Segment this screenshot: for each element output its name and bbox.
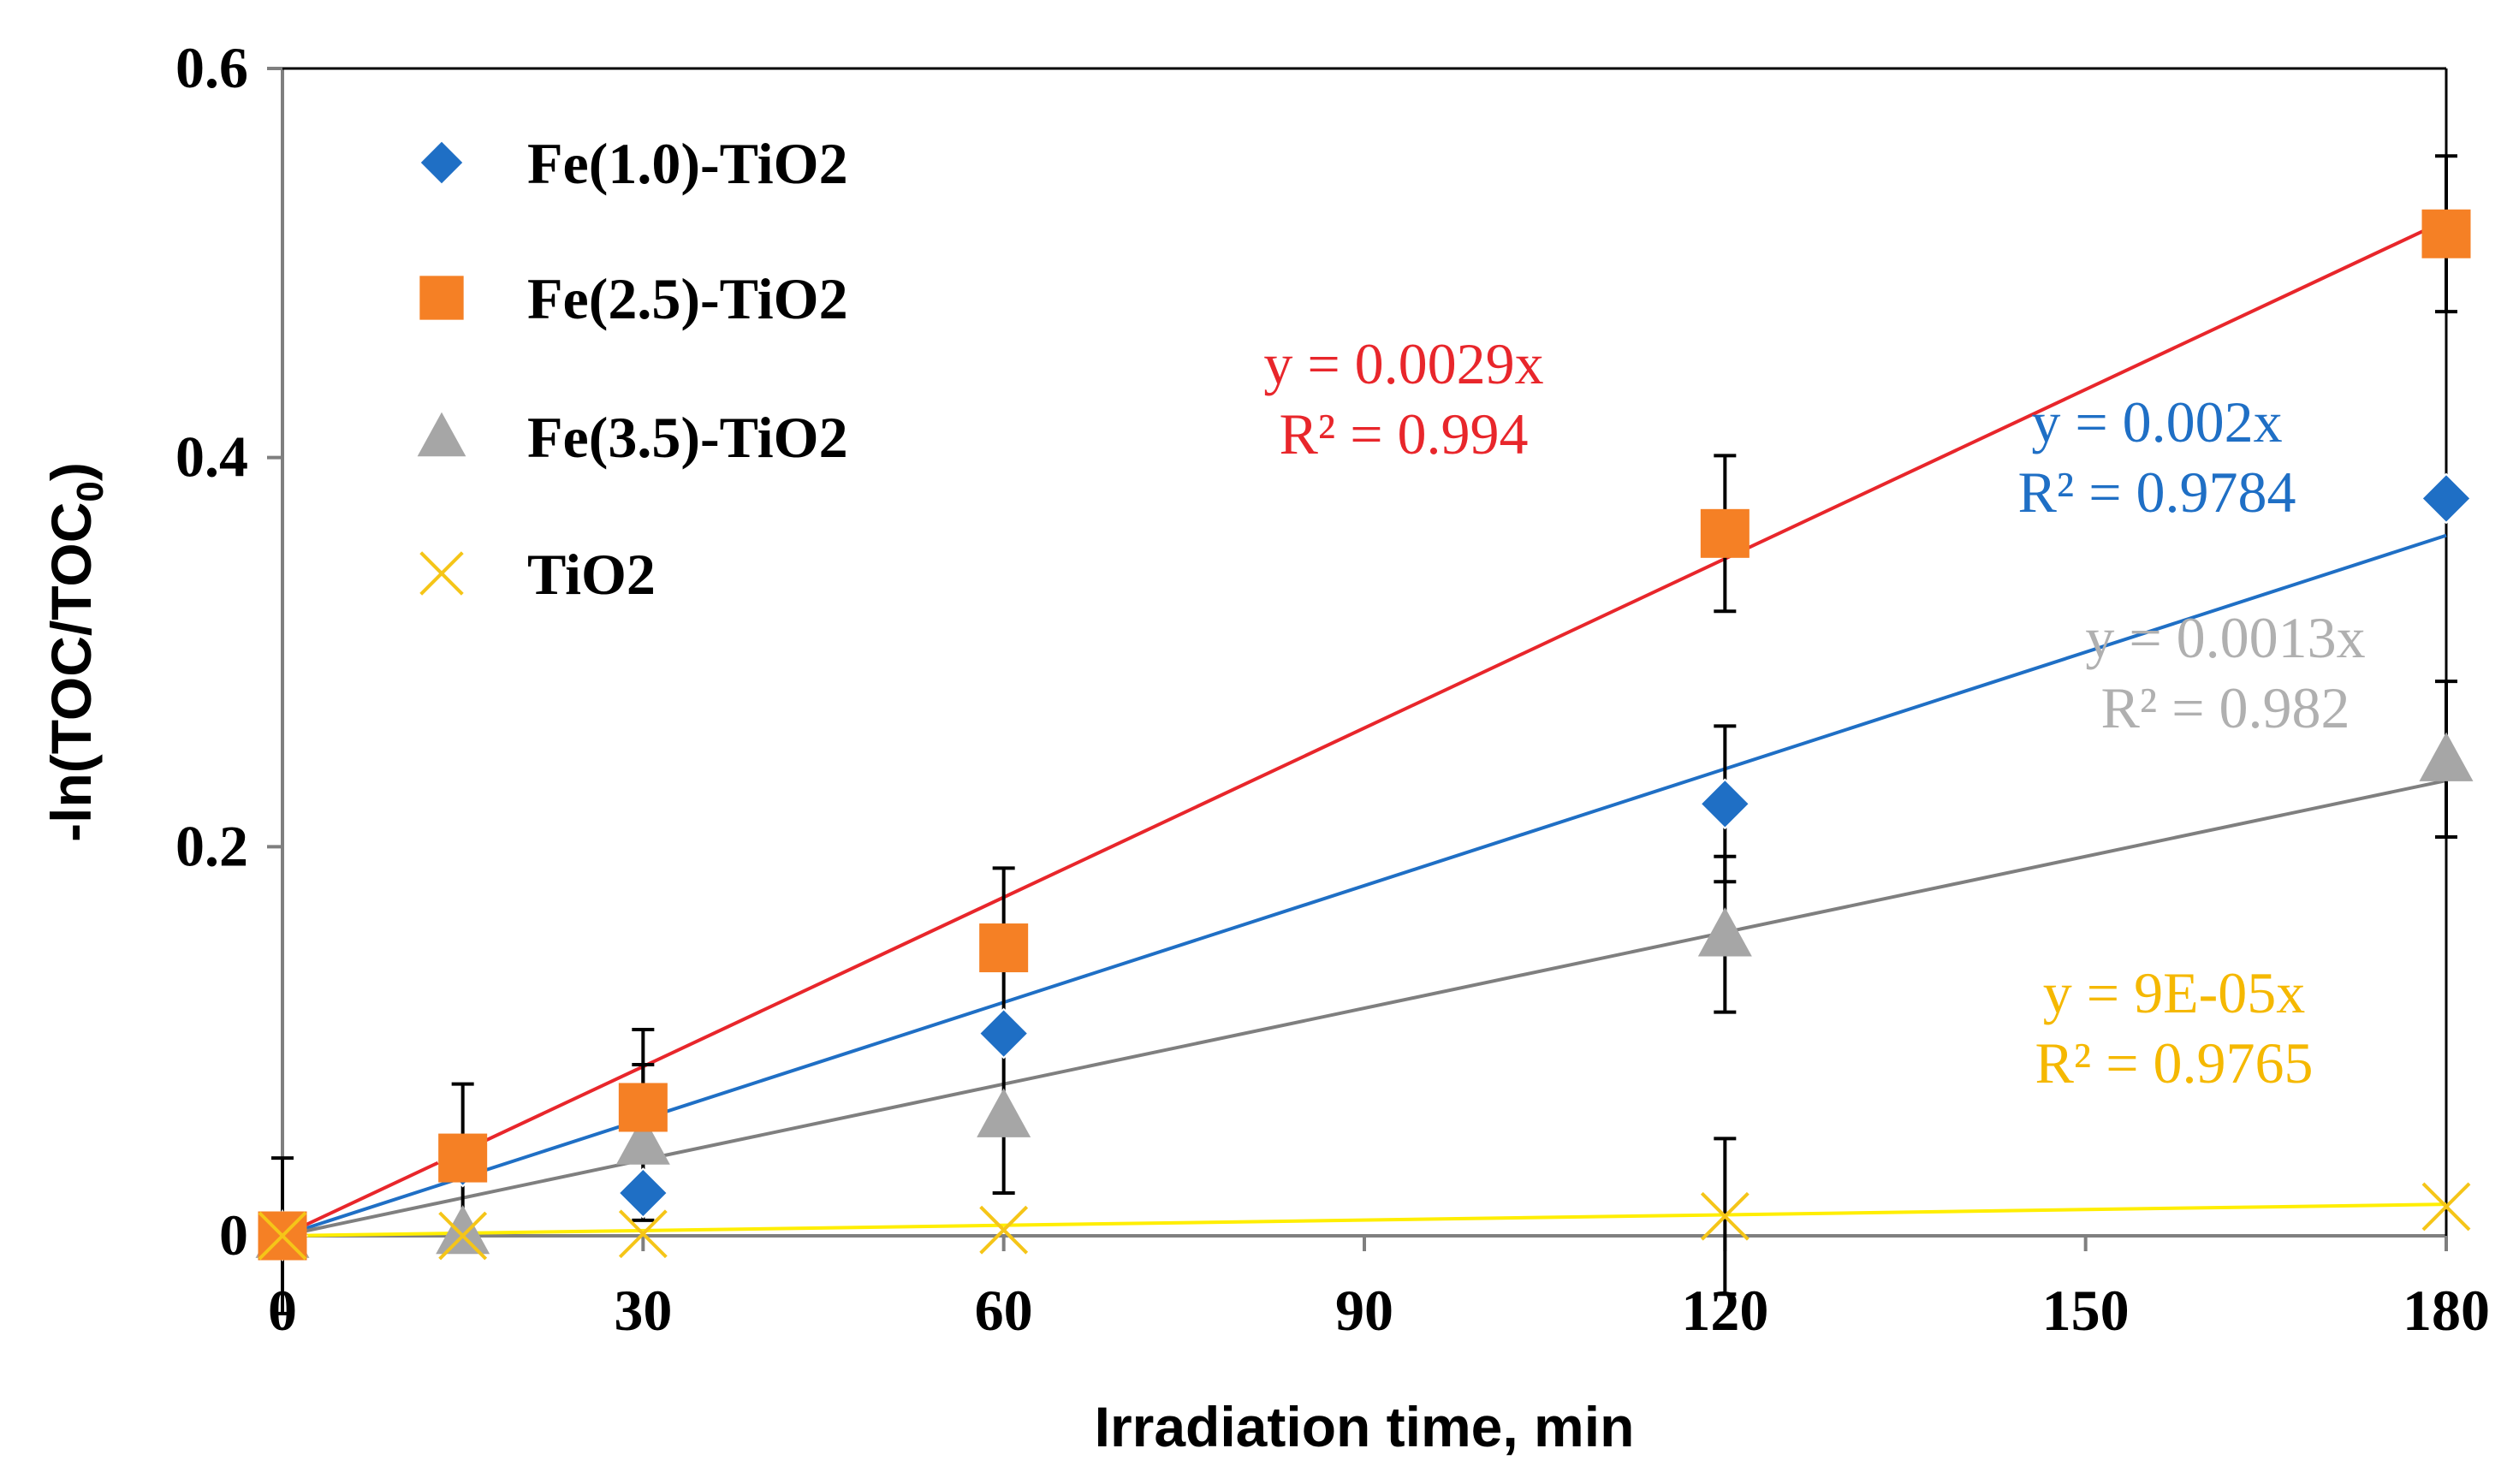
data-point-triangle: [977, 1088, 1031, 1137]
trend-equation: y = 0.0029x: [1263, 331, 1543, 396]
legend-item: Fe(1.0)-TiO2: [418, 131, 848, 196]
data-point-x: [979, 1205, 1029, 1255]
data-point-diamond: [977, 1007, 1030, 1060]
legend-label: Fe(2.5)-TiO2: [527, 266, 848, 331]
x-tick-label: 60: [975, 1278, 1033, 1343]
legend-label: Fe(1.0)-TiO2: [527, 131, 848, 196]
x-marker-stroke: [1700, 1191, 1750, 1241]
data-point-triangle: [615, 1115, 670, 1165]
data-point-triangle: [436, 1204, 490, 1255]
legend-item: TiO2: [419, 542, 656, 607]
data-point-triangle: [1697, 907, 1752, 957]
y-axis-title: -ln(TOC/TOC0): [39, 462, 111, 842]
x-tick-label: 30: [614, 1278, 672, 1343]
data-point-diamond: [617, 1167, 669, 1219]
legend-label: Fe(3.5)-TiO2: [527, 405, 848, 470]
axis-labels: Irradiation time, min-ln(TOC/TOC0): [39, 462, 1634, 1458]
legend-label: TiO2: [527, 542, 656, 607]
y-tick-label: 0.4: [175, 424, 248, 490]
legend-marker-triangle: [417, 412, 466, 457]
trend-equation: y = 0.0013x: [2085, 605, 2365, 670]
legend: Fe(1.0)-TiO2 Fe(2.5)-TiO2 Fe(3.5)-TiO2 TiO2: [417, 131, 848, 607]
legend-marker-x: [419, 551, 464, 596]
data-point-diamond: [2421, 472, 2472, 525]
legend-marker-diamond: [418, 139, 466, 187]
legend-marker-square: [419, 276, 464, 320]
x-tick-label: 180: [2403, 1278, 2490, 1343]
data-point-x: [1700, 1191, 1750, 1241]
y-axis-title-main: -ln(TOC/TOC: [39, 502, 103, 842]
data-point-x: [438, 1211, 488, 1261]
x-marker-stroke: [419, 551, 464, 596]
x-axis-title: Irradiation time, min: [1095, 1395, 1635, 1458]
legend-item: Fe(3.5)-TiO2: [417, 405, 848, 470]
y-tick-label: 0.6: [175, 35, 248, 100]
y-tick-label: 0: [219, 1202, 248, 1267]
trend-equation: y = 0.002x: [2031, 389, 2282, 454]
legend-item: Fe(2.5)-TiO2: [419, 266, 848, 331]
data-point-square: [979, 923, 1029, 973]
data-point-diamond: [1699, 778, 1751, 830]
axes: 00.20.40.60 30 60 90 120 150 180: [175, 35, 2490, 1343]
trend-r-squared: R² = 0.982: [2100, 675, 2350, 740]
data-point-square: [1700, 508, 1750, 558]
trend-r-squared: R² = 0.994: [1279, 401, 1528, 466]
x-marker-stroke: [438, 1211, 488, 1261]
y-axis-title-end: ): [39, 462, 103, 481]
data-point-triangle: [2419, 732, 2474, 781]
trend-equation: y = 9E-05x: [2043, 960, 2306, 1025]
y-axis-title-subscript: 0: [69, 481, 111, 502]
data-points: [255, 209, 2474, 1261]
x-marker-stroke: [2421, 1182, 2471, 1232]
trend-r-squared: R² = 0.9765: [2035, 1030, 2313, 1095]
trend-r-squared: R² = 0.9784: [2017, 460, 2296, 525]
x-tick-label: 150: [2042, 1278, 2130, 1343]
data-point-x: [258, 1211, 307, 1261]
data-point-square: [438, 1133, 488, 1183]
x-marker-stroke: [258, 1211, 307, 1261]
y-tick-label: 0.2: [175, 813, 248, 878]
data-point-x: [618, 1209, 668, 1259]
trendline-x: [282, 1202, 2447, 1238]
x-marker-stroke: [618, 1209, 668, 1259]
data-point-x: [2421, 1182, 2471, 1232]
data-point-square: [2421, 209, 2471, 258]
data-point-square: [618, 1083, 668, 1132]
x-tick-label: 90: [1335, 1278, 1393, 1343]
x-marker-stroke: [979, 1205, 1029, 1255]
